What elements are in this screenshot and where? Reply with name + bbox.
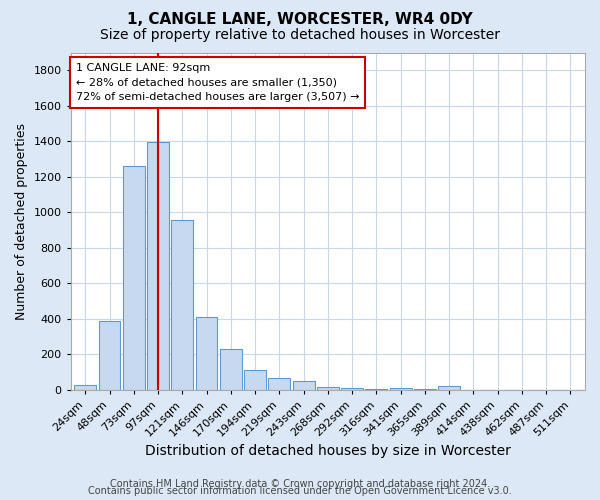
Bar — [341, 388, 363, 390]
Text: Contains HM Land Registry data © Crown copyright and database right 2024.: Contains HM Land Registry data © Crown c… — [110, 479, 490, 489]
Bar — [365, 388, 387, 390]
Bar — [317, 386, 339, 390]
Text: Size of property relative to detached houses in Worcester: Size of property relative to detached ho… — [100, 28, 500, 42]
Bar — [438, 386, 460, 390]
Bar — [268, 378, 290, 390]
Bar — [98, 320, 121, 390]
Bar — [123, 166, 145, 390]
Bar — [147, 142, 169, 390]
Bar — [220, 350, 242, 390]
Bar — [244, 370, 266, 390]
Bar — [196, 317, 217, 390]
Text: Contains public sector information licensed under the Open Government Licence v3: Contains public sector information licen… — [88, 486, 512, 496]
Bar — [293, 382, 314, 390]
Text: 1 CANGLE LANE: 92sqm
← 28% of detached houses are smaller (1,350)
72% of semi-de: 1 CANGLE LANE: 92sqm ← 28% of detached h… — [76, 62, 359, 102]
Bar — [74, 386, 96, 390]
Text: 1, CANGLE LANE, WORCESTER, WR4 0DY: 1, CANGLE LANE, WORCESTER, WR4 0DY — [127, 12, 473, 28]
Y-axis label: Number of detached properties: Number of detached properties — [15, 122, 28, 320]
Bar — [172, 220, 193, 390]
X-axis label: Distribution of detached houses by size in Worcester: Distribution of detached houses by size … — [145, 444, 511, 458]
Bar — [390, 388, 412, 390]
